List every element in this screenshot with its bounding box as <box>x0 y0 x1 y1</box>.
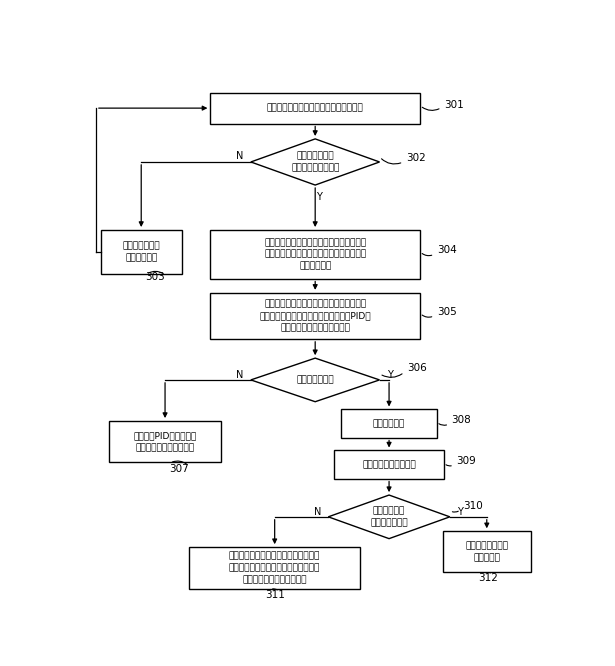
Text: 将压缩机当前运行频率降低获得第二目
标频率，根据第二目标频率与第一目标
频率中的较小值控制压缩机: 将压缩机当前运行频率降低获得第二目 标频率，根据第二目标频率与第一目标 频率中的… <box>229 552 320 585</box>
Text: 空调开机运行制冷模式，控制压缩机运行: 空调开机运行制冷模式，控制压缩机运行 <box>267 104 363 113</box>
Polygon shape <box>328 495 450 539</box>
Bar <box>210 293 420 339</box>
Bar <box>443 531 531 572</box>
Text: N: N <box>236 151 244 161</box>
Text: 执行模糊控制: 执行模糊控制 <box>373 419 405 428</box>
Text: 303: 303 <box>146 272 165 282</box>
Text: N: N <box>314 507 321 517</box>
Text: 按照常规控制方
法控制压缩机: 按照常规控制方 法控制压缩机 <box>122 241 160 262</box>
Text: 301: 301 <box>444 99 464 109</box>
Text: 309: 309 <box>456 456 476 466</box>
Text: 根据第一目标频率
控制压缩机: 根据第一目标频率 控制压缩机 <box>466 541 508 562</box>
Text: 获取当前室内温度作为第一室内温度，计算
第一室内温度与设定补偿温度的差值，作为
第二室内温度: 获取当前室内温度作为第一室内温度，计算 第一室内温度与设定补偿温度的差值，作为 … <box>264 238 367 270</box>
Bar <box>335 450 444 479</box>
Text: Y: Y <box>316 192 322 202</box>
Text: N: N <box>236 370 244 380</box>
Text: 305: 305 <box>437 307 456 317</box>
Text: 306: 306 <box>407 363 426 373</box>
Text: 307: 307 <box>170 464 189 474</box>
Text: 304: 304 <box>437 245 456 255</box>
Bar <box>109 421 221 462</box>
Bar <box>341 410 437 438</box>
Text: Y: Y <box>457 507 463 517</box>
Text: 302: 302 <box>406 153 426 163</box>
Bar <box>210 93 420 123</box>
Bar <box>189 547 360 589</box>
Text: 检测蒸发器的盘管温度: 检测蒸发器的盘管温度 <box>362 460 416 469</box>
Text: 盘管温度大于
盘管目标温度？: 盘管温度大于 盘管目标温度？ <box>370 506 408 527</box>
Polygon shape <box>251 358 379 402</box>
Text: 311: 311 <box>264 590 285 600</box>
Bar <box>210 230 420 278</box>
Bar <box>101 230 182 274</box>
Text: Y: Y <box>387 370 392 380</box>
Text: 执行室温PID控制，根据
第一目标频率控制压缩机: 执行室温PID控制，根据 第一目标频率控制压缩机 <box>133 431 197 452</box>
Text: 计算第二室内温度与室内目标温度的温差，
获得室内温差，根据室内温差进行室温PID运
算，获得压缩机第一目标频率: 计算第二室内温度与室内目标温度的温差， 获得室内温差，根据室内温差进行室温PID… <box>260 300 371 332</box>
Text: 压缩机运行时间
达到设定运行时间？: 压缩机运行时间 达到设定运行时间？ <box>291 152 339 172</box>
Text: 308: 308 <box>451 415 471 425</box>
Text: 小于舒适温度？: 小于舒适温度？ <box>296 376 334 384</box>
Text: 312: 312 <box>478 573 498 583</box>
Polygon shape <box>251 139 379 185</box>
Text: 310: 310 <box>463 501 483 511</box>
